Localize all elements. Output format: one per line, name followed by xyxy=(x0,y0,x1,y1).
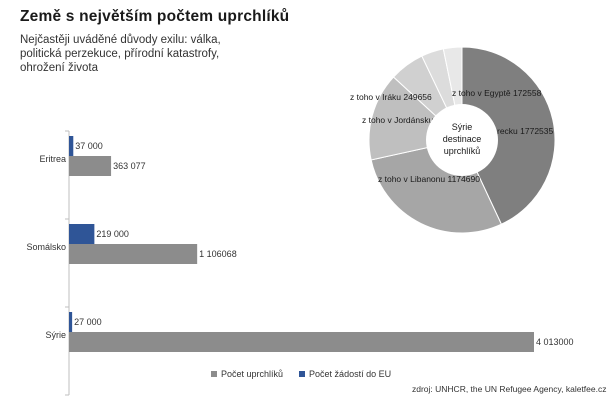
donut-hole xyxy=(426,104,498,176)
bar-refugees-syrie xyxy=(69,332,534,352)
legend-label-requests: Počet žádostí do EU xyxy=(309,369,392,379)
category-label-syrie: Sýrie xyxy=(45,330,66,340)
bar-requests-somalsko xyxy=(69,224,95,244)
legend-item-refugees: Počet uprchlíků xyxy=(211,369,283,379)
data-label-refugees-somalsko: 1 106068 xyxy=(199,249,237,259)
slice-label-1: z toho v Libanonu 1174690 xyxy=(378,174,480,184)
data-label-refugees-syrie: 4 013000 xyxy=(536,337,574,347)
data-label-requests-somalsko: 219 000 xyxy=(96,229,129,239)
data-label-requests-eritrea: 37 000 xyxy=(75,141,103,151)
bar-refugees-somalsko xyxy=(69,244,198,264)
donut-center-label: uprchlíků xyxy=(444,146,481,156)
bar-requests-eritrea xyxy=(69,136,74,156)
category-label-eritrea: Eritrea xyxy=(39,154,66,164)
slice-label-0: recku 1772535 xyxy=(497,126,554,136)
legend-swatch-requests xyxy=(299,371,306,377)
legend: Počet uprchlíků Počet žádostí do EU xyxy=(211,369,391,379)
legend-label-refugees: Počet uprchlíků xyxy=(221,369,284,379)
donut-chart: recku 1772535 z toho v Libanonu 1174690 z … xyxy=(350,46,556,234)
bar-refugees-eritrea xyxy=(69,156,112,176)
data-label-requests-syrie: 27 000 xyxy=(74,317,102,327)
chart-title: Země s největším počtem uprchlíků xyxy=(20,8,290,25)
donut-center-label: Sýrie xyxy=(452,122,473,132)
source-note: zdroj: UNHCR, the UN Refugee Agency, kal… xyxy=(412,384,607,394)
slice-label-2: z toho v Jordánsku xyxy=(362,115,434,125)
bar-requests-syrie xyxy=(69,312,73,332)
category-label-somalsko: Somálsko xyxy=(26,242,66,252)
donut-slice-0 xyxy=(461,46,556,225)
slice-label-5: z toho v Egyptě 172558 xyxy=(452,88,542,98)
chart-subtitle: Nejčastěji uváděné důvody exilu: válka, … xyxy=(20,34,221,74)
donut-center-label: destinace xyxy=(443,134,482,144)
bar-chart: Eritrea 37 000 363 077 Somálsko 219 000 1 106… xyxy=(26,130,574,396)
data-label-refugees-eritrea: 363 077 xyxy=(113,161,146,171)
legend-item-requests: Počet žádostí do EU xyxy=(299,369,391,379)
slice-label-3: z toho v Iráku 249656 xyxy=(350,92,432,102)
legend-swatch-refugees xyxy=(211,371,217,377)
